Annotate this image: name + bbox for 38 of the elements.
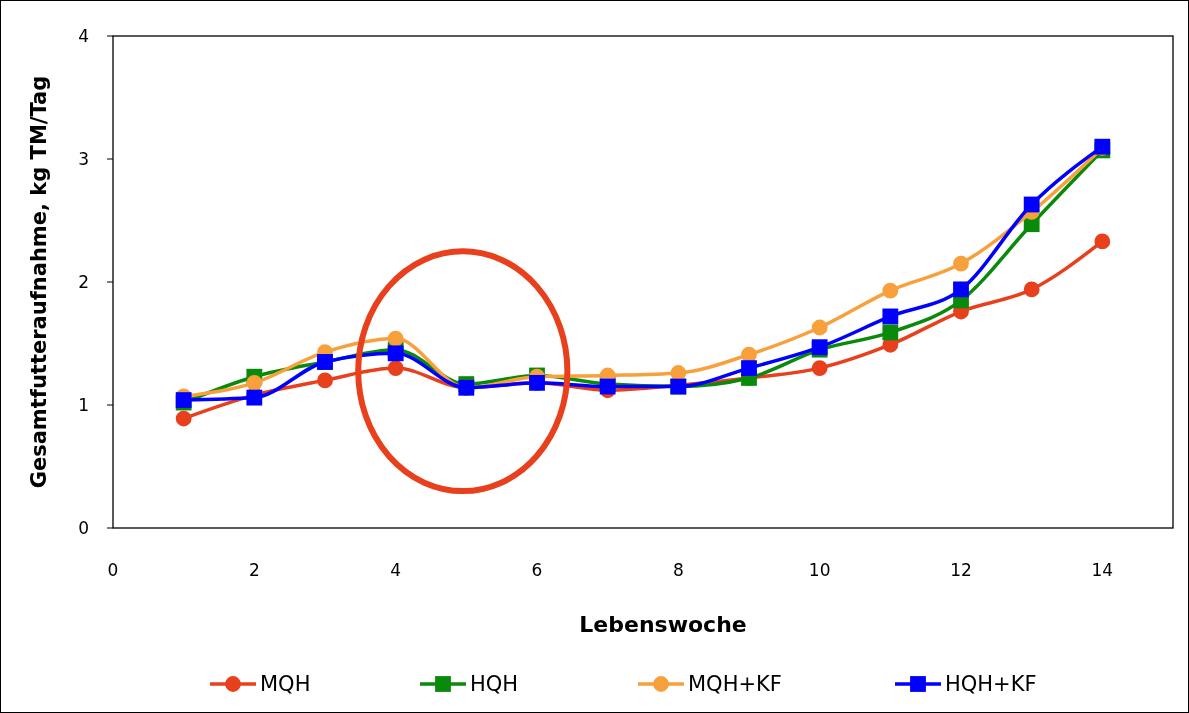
point bbox=[387, 360, 404, 376]
y-tick-label: 4 bbox=[78, 25, 89, 46]
point bbox=[175, 410, 192, 427]
point bbox=[882, 282, 899, 299]
x-tick-label: 0 bbox=[107, 560, 119, 580]
point bbox=[1023, 196, 1040, 213]
point bbox=[882, 308, 899, 325]
point bbox=[317, 372, 333, 389]
legend-label: HQH bbox=[470, 672, 519, 697]
point bbox=[1023, 281, 1040, 298]
point bbox=[670, 365, 687, 381]
point bbox=[811, 319, 828, 336]
point bbox=[811, 360, 828, 376]
point bbox=[882, 324, 899, 341]
x-tick-label: 10 bbox=[808, 560, 831, 580]
y-tick-label: 2 bbox=[78, 271, 89, 292]
point bbox=[387, 330, 404, 347]
point bbox=[387, 345, 404, 362]
x-tick-label: 6 bbox=[531, 560, 543, 580]
y-tick-label: 0 bbox=[78, 517, 89, 538]
x-tick-label: 2 bbox=[248, 560, 260, 580]
x-tick-label: 14 bbox=[1091, 560, 1114, 580]
y-axis-title: Gesamtfutteraufnahme, kg TM/Tag bbox=[27, 75, 51, 489]
x-tick-label: 4 bbox=[390, 560, 402, 580]
legend-label: MQH+KF bbox=[688, 672, 782, 697]
legend-label: HQH+KF bbox=[945, 672, 1037, 697]
point bbox=[1094, 233, 1111, 250]
point bbox=[741, 360, 757, 376]
x-tick-label: 12 bbox=[950, 560, 972, 580]
legend-label: MQH bbox=[260, 672, 311, 697]
x-tick-label: 8 bbox=[672, 560, 684, 580]
y-tick-label: 3 bbox=[78, 148, 89, 169]
point bbox=[953, 255, 969, 272]
y-tick-label: 1 bbox=[78, 394, 89, 415]
x-axis-title: Lebenswoche bbox=[579, 612, 747, 637]
point bbox=[246, 374, 263, 391]
point bbox=[741, 346, 757, 363]
point bbox=[953, 281, 969, 298]
